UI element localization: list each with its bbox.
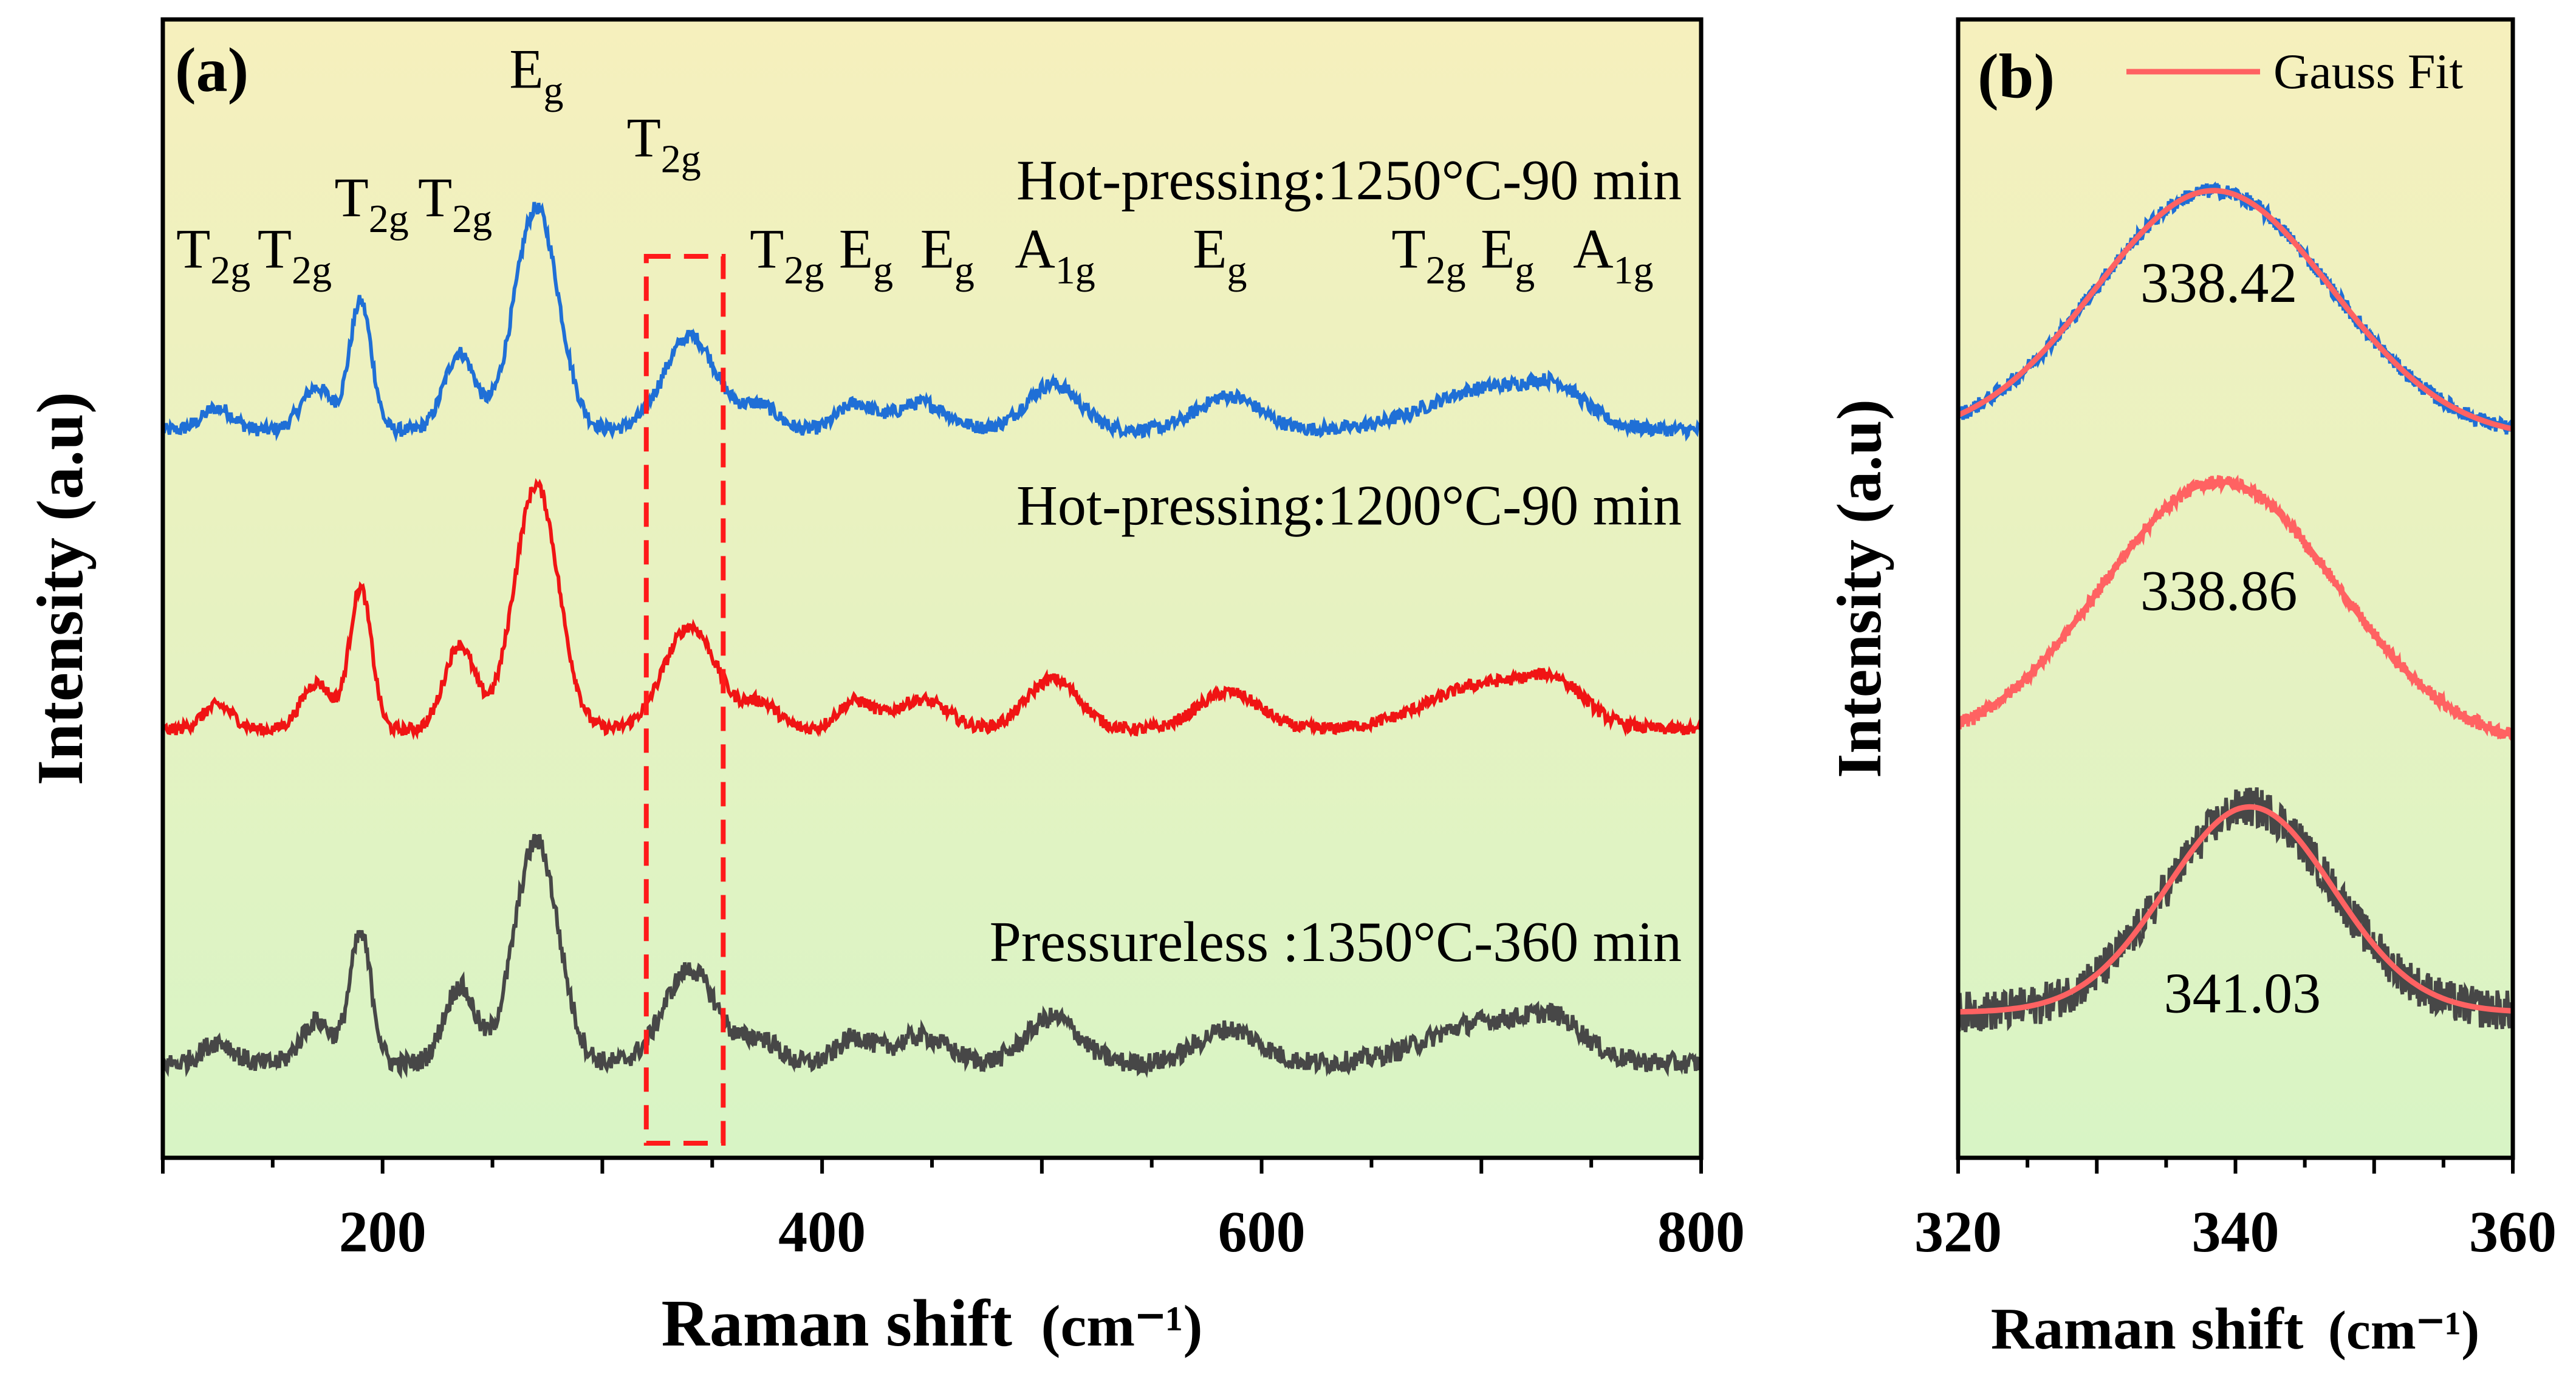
panel-a-x-axis-name: Raman shift	[661, 1286, 1012, 1360]
panel-b-x-ticks: 320 340 360	[1914, 1158, 2557, 1264]
peak-label-2: 341.03	[2164, 962, 2321, 1025]
panel-a-tick-label-0: 200	[339, 1199, 426, 1264]
panel-a-traces	[163, 202, 1701, 1079]
mode-label-9: A1g	[1015, 218, 1095, 293]
mode-label-5: T2g	[627, 106, 701, 181]
panel-b-fit-1	[1958, 479, 2513, 738]
mode-label-0: T2g	[176, 218, 250, 293]
series-labels: Hot-pressing:1250°C-90 min Hot-pressing:1…	[990, 149, 1682, 974]
panel-b-tick-label-0: 320	[1914, 1199, 2002, 1264]
panel-b-label: (b)	[1978, 41, 2055, 111]
panel-b-background	[1958, 19, 2513, 1158]
peak-label-1: 338.86	[2140, 559, 2298, 623]
panel-b-y-axis-title: Intensity (a.u)	[1824, 399, 1894, 778]
panel-b-x-axis-title: Raman shift (cm⁻¹)	[1991, 1296, 2479, 1362]
panel-a-label: (a)	[175, 35, 248, 105]
panel-a-series-1	[163, 477, 1701, 740]
panel-b: 338.42 338.86 341.03 320 340 360 (b) Gauss F…	[1824, 17, 2557, 1362]
series-label-2: Pressureless :1350°C-360 min	[990, 911, 1682, 974]
series-label-1: Hot-pressing:1200°C-90 min	[1016, 474, 1682, 537]
panel-b-x-axis-name: Raman shift	[1991, 1296, 2304, 1362]
highlight-box	[643, 254, 726, 1146]
mode-label-11: T2g	[1391, 218, 1465, 293]
mode-label-6: T2g	[750, 218, 824, 293]
legend-label: Gauss Fit	[2273, 44, 2463, 99]
panel-b-x-axis-unit: (cm⁻¹)	[2328, 1301, 2479, 1361]
panel-a-x-axis-title: Raman shift (cm⁻¹)	[661, 1286, 1202, 1360]
panel-a-x-ticks: 200 400 600 800	[161, 1158, 1745, 1264]
panel-b-fit-0	[1958, 188, 2513, 432]
panel-a-tick-label-2: 600	[1218, 1199, 1306, 1264]
panel-b-traces	[1958, 181, 2513, 1033]
panel-b-series-2	[1958, 787, 2513, 1033]
mode-label-1: T2g	[258, 218, 332, 293]
series-label-0: Hot-pressing:1250°C-90 min	[1016, 149, 1682, 212]
panel-a-background	[163, 19, 1701, 1158]
mode-label-13: A1g	[1573, 218, 1653, 293]
mode-label-10: Eg	[1193, 218, 1247, 293]
panel-a-series-2	[163, 833, 1701, 1079]
mode-label-3: T2g	[418, 166, 492, 241]
legend: Gauss Fit	[2126, 44, 2463, 99]
panel-b-tick-label-1: 340	[2192, 1199, 2280, 1264]
panel-b-tick-label-2: 360	[2469, 1199, 2557, 1264]
panel-a-y-axis-title: Intensity (a.u)	[24, 392, 97, 785]
mode-label-2: T2g	[335, 166, 409, 241]
mode-label-12: Eg	[1481, 218, 1535, 293]
panel-a-tick-label-1: 400	[778, 1199, 866, 1264]
mode-label-4: Eg	[509, 38, 563, 113]
panel-b-fit-2	[1958, 804, 2513, 1015]
panel-a-tick-label-3: 800	[1657, 1199, 1745, 1264]
peak-label-0: 338.42	[2140, 251, 2298, 315]
mode-label-8: Eg	[920, 218, 975, 293]
panel-a-series-0	[163, 202, 1701, 443]
mode-label-7: Eg	[839, 218, 893, 293]
panel-a-x-axis-unit: (cm⁻¹)	[1041, 1293, 1203, 1358]
peak-labels: 338.42 338.86 341.03	[2140, 251, 2321, 1025]
